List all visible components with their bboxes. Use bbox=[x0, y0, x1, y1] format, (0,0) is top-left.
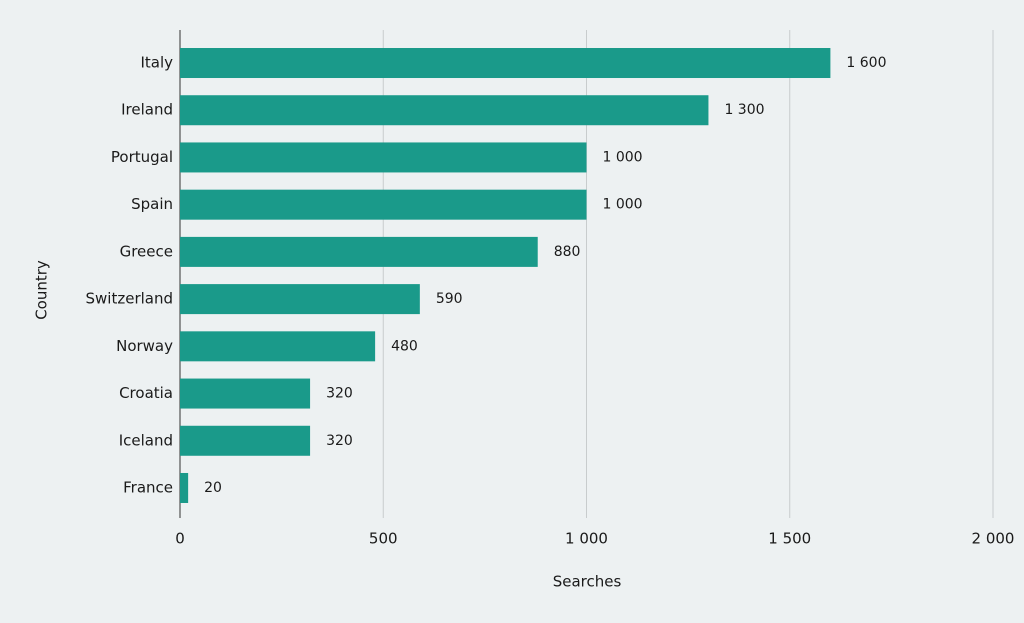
bar bbox=[180, 284, 420, 315]
value-label: 480 bbox=[391, 338, 418, 354]
bar bbox=[180, 331, 376, 362]
bar bbox=[180, 425, 311, 456]
y-tick-label: Greece bbox=[120, 242, 173, 260]
value-label: 1 300 bbox=[724, 102, 764, 118]
bar bbox=[180, 236, 538, 267]
value-label: 1 600 bbox=[846, 55, 886, 71]
y-tick-label: Iceland bbox=[119, 431, 173, 449]
x-tick-label: 2 000 bbox=[972, 530, 1015, 548]
value-label: 20 bbox=[204, 480, 222, 496]
value-label: 1 000 bbox=[603, 197, 643, 213]
y-tick-label: Switzerland bbox=[86, 290, 174, 308]
x-tick-label: 1 500 bbox=[768, 530, 811, 548]
y-tick-label: France bbox=[123, 478, 173, 496]
y-tick-label: Italy bbox=[140, 54, 173, 72]
value-label: 1 000 bbox=[603, 149, 643, 165]
x-axis-label: Searches bbox=[553, 573, 622, 591]
value-label: 320 bbox=[326, 386, 353, 402]
x-tick-label: 1 000 bbox=[565, 530, 608, 548]
bar bbox=[180, 95, 709, 126]
bar bbox=[180, 378, 311, 409]
bar bbox=[180, 48, 831, 79]
y-tick-label: Portugal bbox=[111, 148, 173, 166]
y-tick-label: Ireland bbox=[121, 101, 173, 119]
value-label: 590 bbox=[436, 291, 463, 307]
x-tick-label: 0 bbox=[175, 530, 185, 548]
bar bbox=[180, 472, 189, 503]
bar bbox=[180, 142, 587, 173]
value-label: 880 bbox=[554, 244, 581, 260]
x-tick-label: 500 bbox=[369, 530, 398, 548]
y-tick-label: Spain bbox=[131, 195, 173, 213]
bar bbox=[180, 189, 587, 220]
y-tick-label: Norway bbox=[116, 337, 173, 355]
y-tick-label: Croatia bbox=[119, 384, 173, 402]
value-label: 320 bbox=[326, 433, 353, 449]
y-axis-label: Country bbox=[33, 260, 51, 320]
